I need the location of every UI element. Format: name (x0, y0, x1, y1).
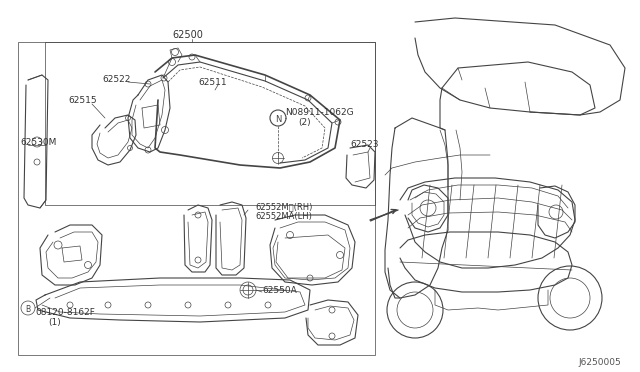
Circle shape (307, 275, 313, 281)
Circle shape (287, 231, 294, 238)
Text: 62550A: 62550A (262, 286, 297, 295)
Circle shape (145, 302, 151, 308)
Circle shape (270, 110, 286, 126)
Circle shape (161, 126, 168, 134)
Circle shape (538, 266, 602, 330)
Text: 62515: 62515 (68, 96, 97, 105)
Text: N08911-1062G: N08911-1062G (285, 108, 354, 117)
Circle shape (305, 95, 311, 101)
Circle shape (273, 153, 284, 164)
Circle shape (329, 333, 335, 339)
Circle shape (195, 257, 201, 263)
Text: B: B (26, 305, 31, 314)
Text: 62500: 62500 (172, 30, 203, 40)
Circle shape (21, 301, 35, 315)
Circle shape (161, 75, 167, 81)
Circle shape (67, 302, 73, 308)
Text: 62511: 62511 (198, 78, 227, 87)
Circle shape (145, 147, 151, 153)
Circle shape (105, 302, 111, 308)
Circle shape (34, 159, 40, 165)
Circle shape (127, 145, 132, 151)
Circle shape (54, 241, 62, 249)
Circle shape (172, 48, 179, 55)
Circle shape (195, 212, 201, 218)
Circle shape (225, 302, 231, 308)
Text: 62552MA(LH): 62552MA(LH) (255, 212, 312, 221)
Circle shape (397, 292, 433, 328)
Text: 08120-8162F: 08120-8162F (35, 308, 95, 317)
Circle shape (265, 302, 271, 308)
Text: (1): (1) (48, 318, 61, 327)
Bar (18, 42, 375, 355)
Circle shape (549, 205, 563, 219)
Circle shape (329, 307, 335, 313)
Text: 62530M: 62530M (20, 138, 56, 147)
Text: (2): (2) (298, 118, 310, 127)
Text: J6250005: J6250005 (578, 358, 621, 367)
Circle shape (337, 251, 344, 259)
Circle shape (32, 137, 42, 147)
Text: 62523: 62523 (350, 140, 378, 149)
Text: 62552M　(RH): 62552M (RH) (255, 202, 312, 211)
Circle shape (243, 285, 253, 295)
Circle shape (125, 115, 131, 121)
Circle shape (240, 282, 256, 298)
Circle shape (387, 282, 443, 338)
Circle shape (84, 262, 92, 269)
Circle shape (185, 302, 191, 308)
Circle shape (168, 58, 175, 65)
Text: 62522: 62522 (102, 75, 131, 84)
Circle shape (335, 119, 341, 125)
Circle shape (550, 278, 590, 318)
Circle shape (189, 54, 195, 60)
Circle shape (420, 200, 436, 216)
Text: N: N (275, 115, 281, 124)
Circle shape (145, 81, 151, 87)
Bar (45, 42, 375, 205)
